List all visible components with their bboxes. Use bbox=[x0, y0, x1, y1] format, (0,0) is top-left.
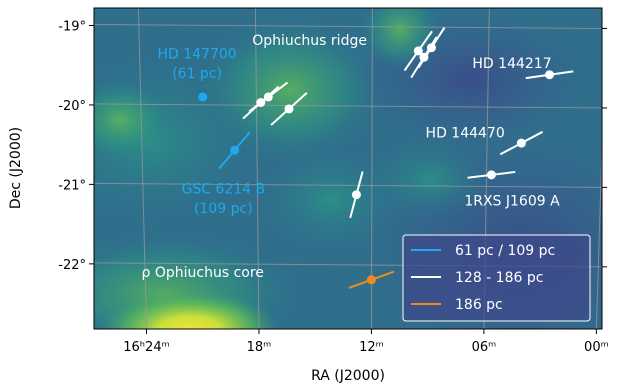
series-1-point-3 bbox=[351, 190, 361, 200]
series-2-point-0 bbox=[366, 275, 376, 285]
x-tick-label-3: 06ᵐ bbox=[472, 340, 497, 355]
series-0-point-0 bbox=[198, 92, 208, 102]
grid-line-ra-1 bbox=[254, 8, 260, 329]
y-tick-label-1: -20° bbox=[58, 99, 86, 114]
x-tick-label-0: 16ʰ24ᵐ bbox=[123, 340, 169, 355]
grid-line-dec-1 bbox=[94, 103, 602, 109]
legend-label-2: 186 pc bbox=[455, 297, 503, 313]
series-1-point-7 bbox=[486, 170, 496, 180]
x-axis: 16ʰ24ᵐ 18ᵐ 12ᵐ 06ᵐ 00ᵐ bbox=[123, 329, 609, 355]
x-axis-label: RA (J2000) bbox=[311, 368, 385, 384]
legend-label-0: 61 pc / 109 pc bbox=[455, 243, 555, 259]
series-1-point-2 bbox=[284, 104, 294, 114]
annotation-3: (109 pc) bbox=[194, 201, 253, 217]
annotation-0: HD 147700 bbox=[157, 46, 236, 62]
y-tick-label-2: -21° bbox=[58, 178, 86, 193]
x-tick-label-4: 00ᵐ bbox=[584, 340, 609, 355]
annotation-8: ρ Ophiuchus core bbox=[142, 265, 264, 281]
y-tick-label-0: -19° bbox=[58, 19, 86, 34]
data-marks bbox=[198, 27, 574, 289]
annotation-7: 1RXS J1609 A bbox=[464, 193, 560, 209]
annotation-2: GSC 6214 B bbox=[182, 181, 266, 197]
legend-label-1: 128 - 186 pc bbox=[455, 270, 543, 286]
series-1-point-9 bbox=[545, 70, 555, 80]
x-tick-label-1: 18ᵐ bbox=[247, 340, 272, 355]
y-tick-label-3: -22° bbox=[58, 258, 86, 273]
annotation-1: (61 pc) bbox=[172, 66, 222, 82]
x-tick-label-2: 12ᵐ bbox=[359, 340, 384, 355]
y-axis-label: Dec (J2000) bbox=[8, 127, 24, 209]
plot-frame bbox=[93, 7, 603, 330]
series-1-point-8 bbox=[516, 138, 526, 148]
legend-box bbox=[402, 234, 591, 322]
annotation-6: HD 144470 bbox=[426, 126, 505, 142]
series-1-point-4 bbox=[413, 46, 423, 56]
series-1-point-1 bbox=[263, 92, 273, 102]
grid-lines bbox=[94, 8, 602, 329]
series-1-point-6 bbox=[426, 43, 436, 53]
annotations: HD 147700 (61 pc) GSC 6214 B (109 pc) Ophiuc… bbox=[142, 33, 561, 281]
grid-line-ra-0 bbox=[137, 8, 147, 329]
legend: 61 pc / 109 pc 128 - 186 pc 186 pc bbox=[402, 234, 591, 322]
y-axis: -19° -20° -21° -22° bbox=[58, 19, 607, 273]
annotation-5: HD 144217 bbox=[472, 56, 551, 72]
grid-line-ra-4 bbox=[595, 131, 602, 329]
series-0-point-1 bbox=[230, 145, 240, 155]
grid-line-dec-0 bbox=[94, 23, 602, 29]
grid-line-dec-2 bbox=[94, 182, 602, 188]
annotation-4: Ophiuchus ridge bbox=[252, 33, 367, 49]
